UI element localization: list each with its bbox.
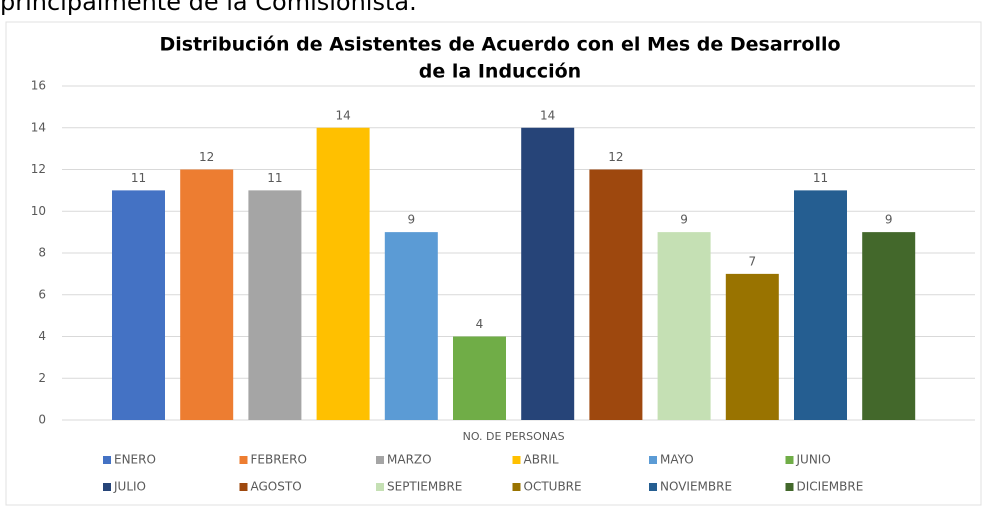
bar bbox=[316, 127, 370, 420]
bar bbox=[589, 169, 643, 420]
legend-swatch bbox=[376, 483, 384, 491]
chart-title: de la Inducción bbox=[419, 61, 581, 83]
legend-label: OCTUBRE bbox=[524, 480, 582, 494]
y-tick-label: 14 bbox=[31, 120, 46, 134]
legend-label: ABRIL bbox=[524, 453, 559, 467]
y-tick-label: 8 bbox=[38, 246, 46, 260]
data-label: 11 bbox=[131, 171, 146, 185]
data-label: 14 bbox=[540, 108, 555, 122]
data-label: 11 bbox=[267, 171, 282, 185]
bar bbox=[453, 336, 506, 420]
legend-swatch bbox=[376, 456, 384, 464]
bar bbox=[112, 190, 165, 420]
legend-label: FEBRERO bbox=[251, 453, 307, 467]
legend-label: JUNIO bbox=[796, 453, 831, 467]
y-tick-label: 6 bbox=[38, 287, 46, 301]
data-label: 7 bbox=[748, 254, 756, 268]
data-label: 9 bbox=[885, 213, 893, 227]
legend-swatch bbox=[649, 456, 657, 464]
document-text: principalmente de la Comisionista. bbox=[0, 0, 417, 16]
bar bbox=[862, 232, 916, 420]
legend-swatch bbox=[103, 456, 111, 464]
legend-swatch bbox=[785, 456, 794, 464]
bar bbox=[657, 232, 711, 420]
y-tick-label: 0 bbox=[38, 413, 46, 427]
legend-swatch bbox=[512, 483, 521, 491]
data-label: 9 bbox=[680, 213, 688, 227]
y-tick-label: 4 bbox=[38, 329, 46, 343]
legend-swatch bbox=[512, 456, 521, 464]
bar bbox=[248, 190, 302, 420]
bar bbox=[521, 127, 575, 420]
data-label: 4 bbox=[476, 317, 484, 331]
bar bbox=[180, 169, 234, 420]
data-label: 14 bbox=[335, 108, 350, 122]
legend-label: AGOSTO bbox=[251, 480, 302, 494]
bar bbox=[725, 273, 779, 420]
legend-label: ENERO bbox=[114, 453, 156, 467]
legend-label: MARZO bbox=[387, 453, 432, 467]
x-tick-label: NO. DE PERSONAS bbox=[463, 430, 565, 443]
legend-swatch bbox=[785, 483, 794, 491]
data-label: 9 bbox=[407, 213, 415, 227]
legend-swatch bbox=[103, 483, 111, 491]
legend-label: SEPTIEMBRE bbox=[387, 480, 462, 494]
y-tick-label: 16 bbox=[31, 79, 46, 93]
y-tick-label: 12 bbox=[31, 162, 46, 176]
data-label: 11 bbox=[813, 171, 828, 185]
chart-title: Distribución de Asistentes de Acuerdo co… bbox=[159, 34, 840, 56]
legend-label: JULIO bbox=[113, 480, 146, 494]
legend-label: DICIEMBRE bbox=[797, 480, 864, 494]
legend-swatch bbox=[239, 456, 248, 464]
legend-label: MAYO bbox=[660, 453, 694, 467]
y-tick-label: 2 bbox=[38, 371, 46, 385]
bar bbox=[384, 232, 438, 420]
bar bbox=[794, 190, 847, 420]
legend-swatch bbox=[649, 483, 657, 491]
legend-label: NOVIEMBRE bbox=[660, 480, 732, 494]
y-tick-label: 10 bbox=[31, 204, 46, 218]
data-label: 12 bbox=[608, 150, 623, 164]
legend-swatch bbox=[239, 483, 248, 491]
data-label: 12 bbox=[199, 150, 214, 164]
